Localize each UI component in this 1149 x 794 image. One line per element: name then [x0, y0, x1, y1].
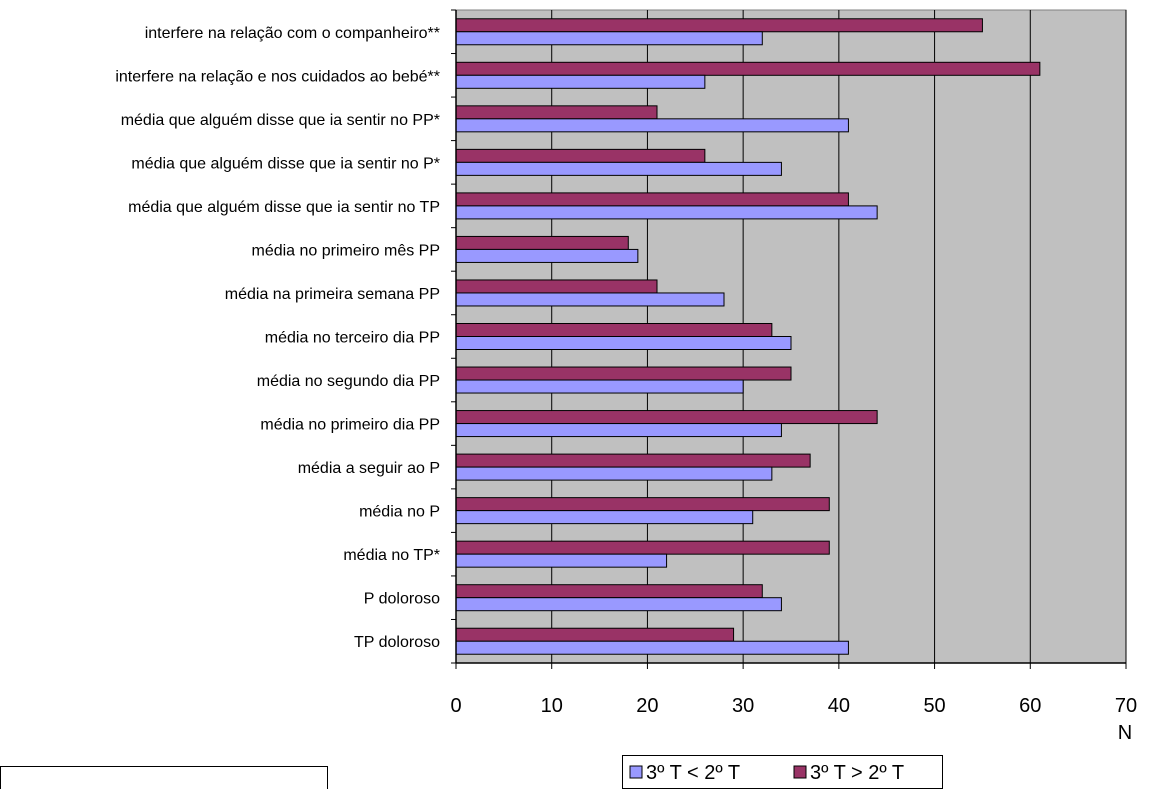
bar [455, 366, 792, 381]
x-tick-label: 10 [541, 695, 563, 717]
legend-swatch [793, 765, 807, 779]
bar [455, 410, 878, 425]
legend-label: 3º T > 2º T [810, 762, 904, 784]
bar [455, 248, 639, 263]
bar [455, 497, 830, 512]
bar [455, 597, 782, 612]
bar [455, 74, 706, 89]
bar [455, 118, 849, 133]
category-label: média no terceiro dia PP [265, 330, 440, 347]
bar [455, 205, 878, 220]
bar [455, 148, 706, 163]
bar [455, 61, 1041, 76]
x-tick-label: 60 [1019, 695, 1041, 717]
category-label: média a seguir ao P [298, 460, 440, 477]
category-label: interfere na relação com o companheiro** [145, 25, 440, 42]
bar [455, 161, 782, 176]
category-label: média no TP* [343, 547, 440, 564]
bar [455, 336, 792, 350]
legend-label: 3º T < 2º T [646, 762, 740, 784]
bar [455, 379, 744, 394]
bar [455, 553, 668, 568]
category-label: média no segundo dia PP [257, 373, 440, 390]
category-label: P doloroso [364, 591, 440, 608]
category-label: média no primeiro dia PP [260, 417, 440, 434]
bar [455, 105, 658, 120]
legend-swatch [629, 765, 643, 779]
x-tick-label: 0 [450, 695, 461, 717]
x-tick-label: 20 [636, 695, 658, 717]
category-label: média que alguém disse que ia sentir no … [121, 112, 440, 129]
bar [455, 292, 725, 307]
bar [455, 540, 830, 555]
category-label: média que alguém disse que ia sentir no … [131, 155, 440, 172]
bar [455, 453, 811, 468]
bar [455, 279, 658, 294]
bar [455, 584, 763, 599]
category-label: média no P [359, 504, 440, 521]
x-tick-label: 50 [923, 695, 945, 717]
bar [455, 192, 849, 207]
bar [455, 627, 735, 642]
category-label: TP doloroso [354, 634, 440, 651]
category-label: média que alguém disse que ia sentir no … [128, 199, 440, 216]
bar [455, 510, 754, 525]
category-labels: interfere na relação com o companheiro**… [115, 25, 440, 651]
bars [455, 18, 1041, 655]
category-label: média no primeiro mês PP [251, 242, 440, 259]
category-label: média na primeira semana PP [225, 286, 440, 303]
x-tick-label: 70 [1115, 695, 1137, 717]
bar [455, 423, 782, 438]
bar [455, 323, 773, 337]
legend: 3º T < 2º T 3º T > 2º T [622, 755, 943, 789]
x-axis-label: N [1118, 722, 1132, 744]
bar [455, 235, 629, 250]
axes [451, 9, 1127, 669]
bar [455, 31, 763, 46]
x-tick-label: 30 [732, 695, 754, 717]
category-label: interfere na relação e nos cuidados ao b… [115, 68, 440, 85]
bar [455, 18, 983, 33]
bar [455, 640, 849, 655]
x-tick-label: 40 [828, 695, 850, 717]
x-tick-labels: 0 10 20 30 40 50 60 70 [450, 695, 1137, 717]
empty-text-box [0, 766, 328, 794]
bar [455, 466, 773, 481]
